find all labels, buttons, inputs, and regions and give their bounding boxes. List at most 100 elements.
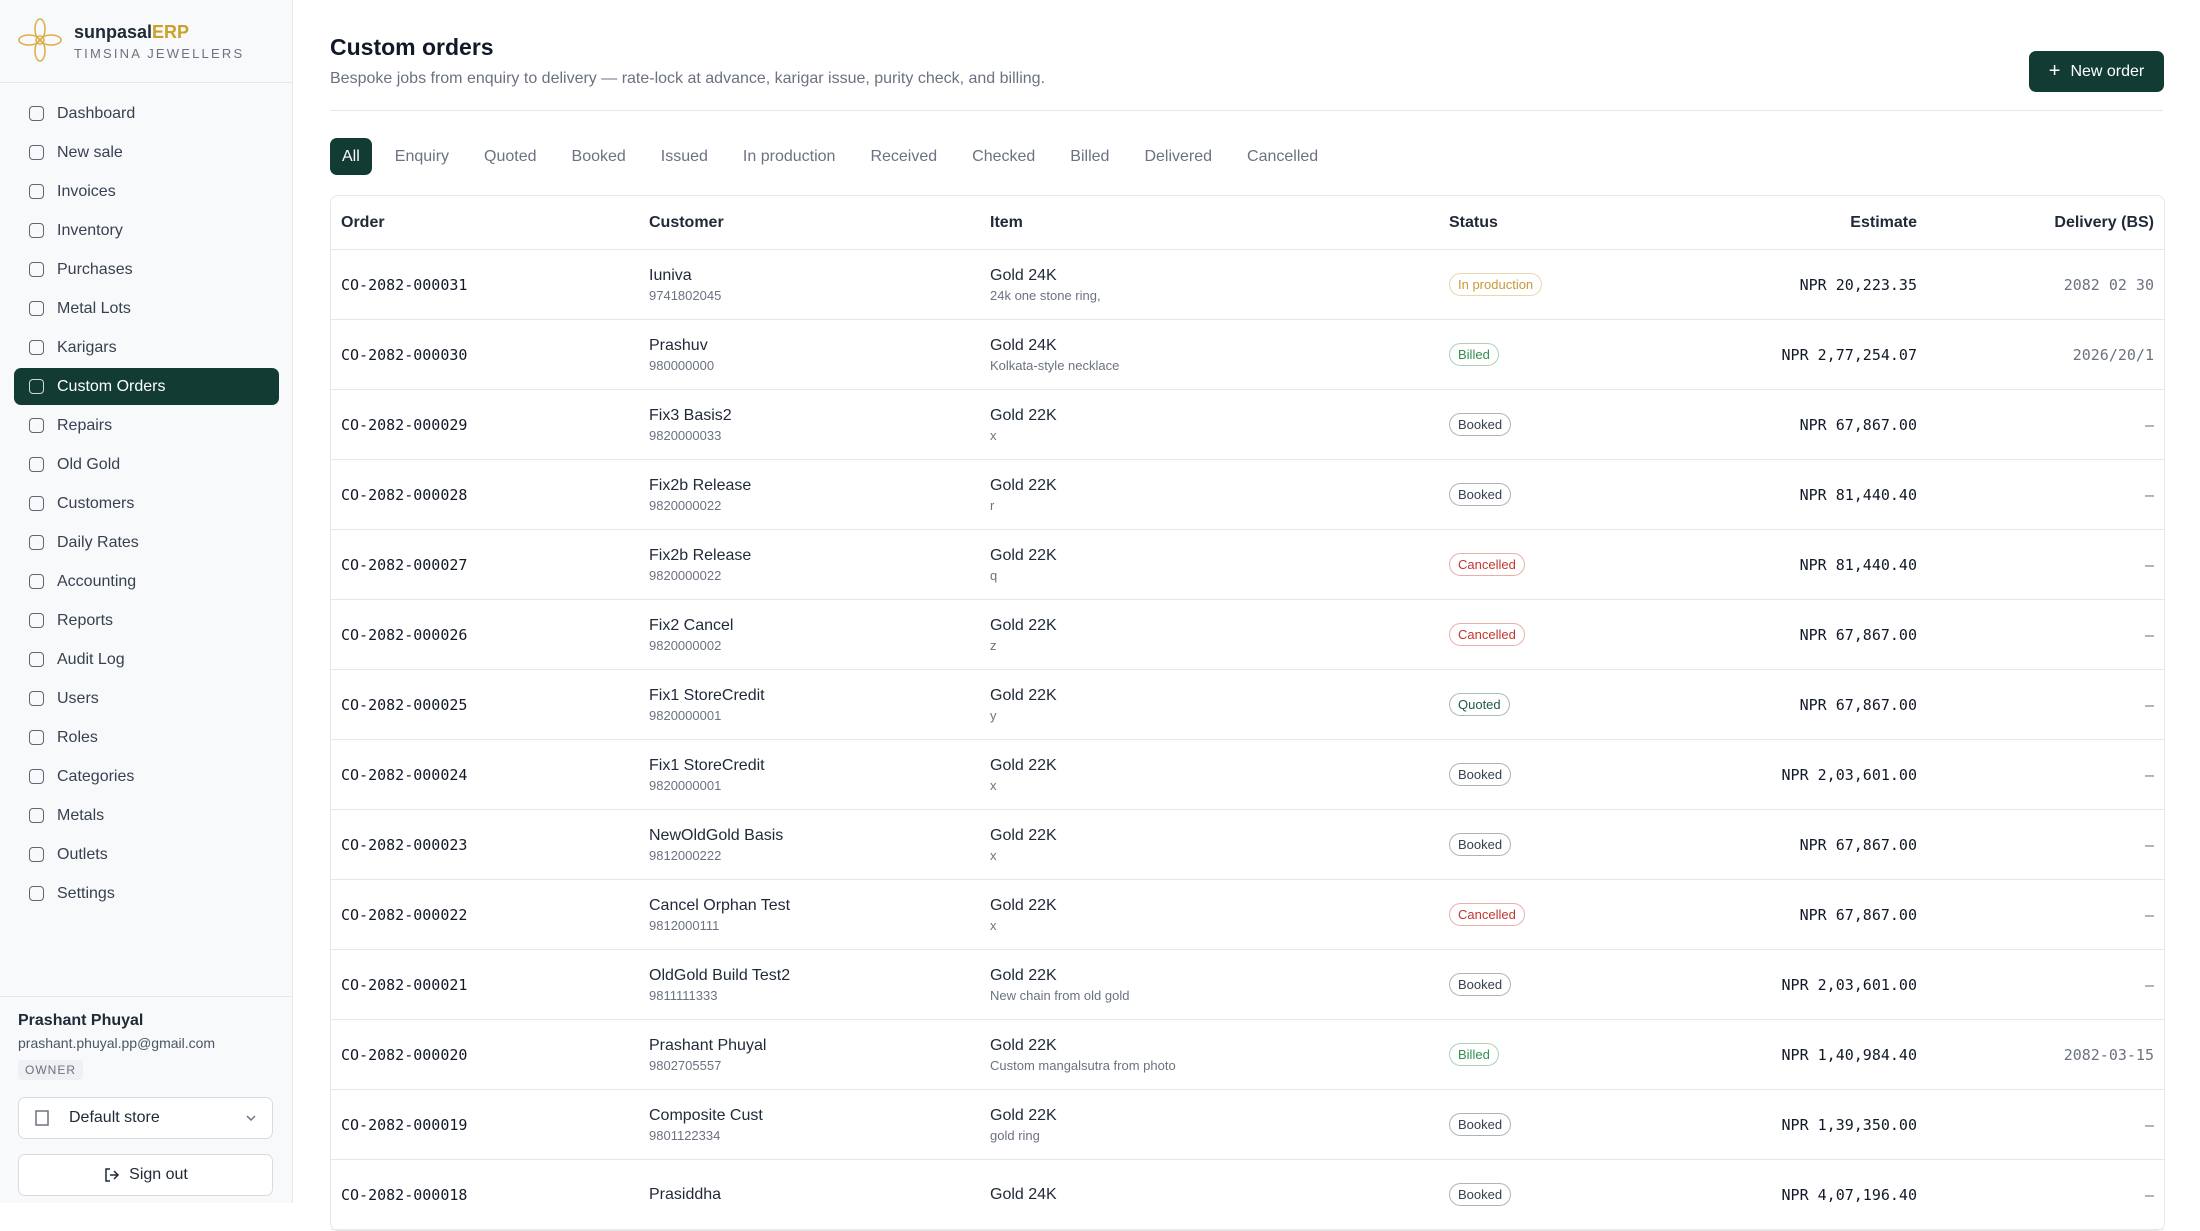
button-label: New order [2070, 62, 2145, 80]
estimate: NPR 1,40,984.40 [1701, 1020, 1927, 1090]
store-select[interactable]: Default store [18, 1097, 273, 1139]
nav-item[interactable]: Outlets [14, 836, 279, 873]
sign-out-icon [105, 1168, 120, 1182]
nav-item[interactable]: Metals [14, 797, 279, 834]
delivery: — [1927, 600, 2164, 670]
nav-icon [29, 496, 44, 511]
nav-item[interactable]: Reports [14, 602, 279, 639]
order-row[interactable]: CO-2082-000031 Iuniva 9741802045 Gold 24K 24… [331, 250, 2164, 320]
order-row[interactable]: CO-2082-000023 NewOldGold Basis 9812000222… [331, 810, 2164, 880]
status-badge: In production [1449, 273, 1543, 296]
order-row[interactable]: CO-2082-000018 Prasiddha Gold 24K Booked NPR… [331, 1160, 2164, 1230]
tab[interactable]: Billed [1070, 147, 1110, 165]
nav-label: Settings [57, 884, 115, 902]
nav-icon [29, 574, 44, 589]
customer-name: Fix1 StoreCredit [649, 686, 765, 704]
delivery: 2082 02 30 [1927, 250, 2164, 320]
nav-icon [29, 223, 44, 238]
item-name: Gold 22K [990, 756, 1057, 774]
customer-cell: Fix3 Basis2 9820000033 [639, 390, 980, 460]
tab[interactable]: Quoted [484, 147, 537, 165]
order-row[interactable]: CO-2082-000030 Prashuv 980000000 Gold 24K Ko… [331, 320, 2164, 390]
order-row[interactable]: CO-2082-000025 Fix1 StoreCredit 9820000001… [331, 670, 2164, 740]
tab[interactable]: Checked [972, 147, 1036, 165]
nav-icon [29, 106, 44, 121]
user-email: prashant.phuyal.pp@gmail.com [18, 1035, 216, 1051]
nav-label: Outlets [57, 845, 108, 863]
nav-item[interactable]: Accounting [14, 563, 279, 600]
order-row[interactable]: CO-2082-000020 Prashant Phuyal 9802705557 G… [331, 1020, 2164, 1090]
estimate: NPR 67,867.00 [1701, 670, 1927, 740]
order-row[interactable]: CO-2082-000024 Fix1 StoreCredit 9820000001… [331, 740, 2164, 810]
nav-item[interactable]: Dashboard [14, 95, 279, 132]
order-row[interactable]: CO-2082-000022 Cancel Orphan Test 98120001… [331, 880, 2164, 950]
nav-item[interactable]: Custom Orders [14, 368, 279, 405]
item-note: Custom mangalsutra from photo [990, 1057, 1176, 1073]
nav-item[interactable]: Inventory [14, 212, 279, 249]
tab[interactable]: Booked [571, 147, 626, 165]
tab[interactable]: All [330, 138, 372, 175]
column-header: Order [331, 196, 639, 250]
tab[interactable]: Received [870, 147, 938, 165]
nav-item[interactable]: Repairs [14, 407, 279, 444]
order-id: CO-2082-000023 [331, 810, 639, 880]
status-badge: Booked [1449, 833, 1512, 856]
nav-icon [29, 457, 44, 472]
item-name: Gold 22K [990, 826, 1057, 844]
status-cell: Cancelled [1439, 600, 1701, 670]
status-cell: Booked [1439, 390, 1701, 460]
nav-label: Audit Log [57, 650, 125, 668]
nav-label: Metals [57, 806, 105, 824]
nav-item[interactable]: New sale [14, 134, 279, 171]
tab[interactable]: Issued [660, 147, 708, 165]
nav-item[interactable]: Audit Log [14, 641, 279, 678]
nav-item[interactable]: Roles [14, 719, 279, 756]
nav-item[interactable]: Old Gold [14, 446, 279, 483]
nav-item[interactable]: Karigars [14, 329, 279, 366]
order-id: CO-2082-000021 [331, 950, 639, 1020]
item-name: Gold 24K [990, 336, 1057, 354]
status-cell: Booked [1439, 1090, 1701, 1160]
estimate: NPR 67,867.00 [1701, 390, 1927, 460]
nav-item[interactable]: Purchases [14, 251, 279, 288]
store-name: Default store [69, 1109, 160, 1126]
sign-out[interactable]: Sign out [18, 1154, 273, 1196]
tab[interactable]: In production [742, 147, 836, 165]
customer-cell: Fix1 StoreCredit 9820000001 [639, 670, 980, 740]
nav-item[interactable]: Metal Lots [14, 290, 279, 327]
nav-item[interactable]: Customers [14, 485, 279, 522]
item-cell: Gold 22K q [980, 530, 1439, 600]
order-row[interactable]: CO-2082-000026 Fix2 Cancel 9820000002 Gold … [331, 600, 2164, 670]
order-row[interactable]: CO-2082-000029 Fix3 Basis2 9820000033 Gold … [331, 390, 2164, 460]
delivery: — [1927, 530, 2164, 600]
order-row[interactable]: CO-2082-000021 OldGold Build Test2 9811111… [331, 950, 2164, 1020]
order-row[interactable]: CO-2082-000019 Composite Cust 9801122334 Go… [331, 1090, 2164, 1160]
item-cell: Gold 22K Custom mangalsutra from photo [980, 1020, 1439, 1090]
new-order-button[interactable]: + New order [2029, 51, 2164, 92]
customer-cell: Fix1 StoreCredit 9820000001 [639, 740, 980, 810]
customer-name: Fix2 Cancel [649, 616, 734, 634]
item-note: 24k one stone ring, [990, 287, 1101, 303]
item-note: x [990, 777, 997, 793]
status-cell: In production [1439, 250, 1701, 320]
delivery: — [1927, 670, 2164, 740]
nav-item[interactable]: Daily Rates [14, 524, 279, 561]
customer-phone: 9812000111 [649, 917, 720, 933]
customer-cell: Cancel Orphan Test 9812000111 [639, 880, 980, 950]
nav-icon [29, 262, 44, 277]
item-note: x [990, 427, 997, 443]
nav-item[interactable]: Invoices [14, 173, 279, 210]
item-note: x [990, 917, 997, 933]
order-row[interactable]: CO-2082-000028 Fix2b Release 9820000022 Gol… [331, 460, 2164, 530]
tab[interactable]: Cancelled [1247, 147, 1319, 165]
nav-item[interactable]: Users [14, 680, 279, 717]
nav-label: Purchases [57, 260, 133, 278]
nav-item[interactable]: Settings [14, 875, 279, 912]
tab[interactable]: Enquiry [394, 147, 450, 165]
item-name: Gold 22K [990, 1036, 1057, 1054]
nav-item[interactable]: Categories [14, 758, 279, 795]
order-row[interactable]: CO-2082-000027 Fix2b Release 9820000022 Gol… [331, 530, 2164, 600]
nav-label: Accounting [57, 572, 137, 590]
tab[interactable]: Delivered [1144, 147, 1213, 165]
customer-phone: 9802705557 [649, 1057, 722, 1073]
